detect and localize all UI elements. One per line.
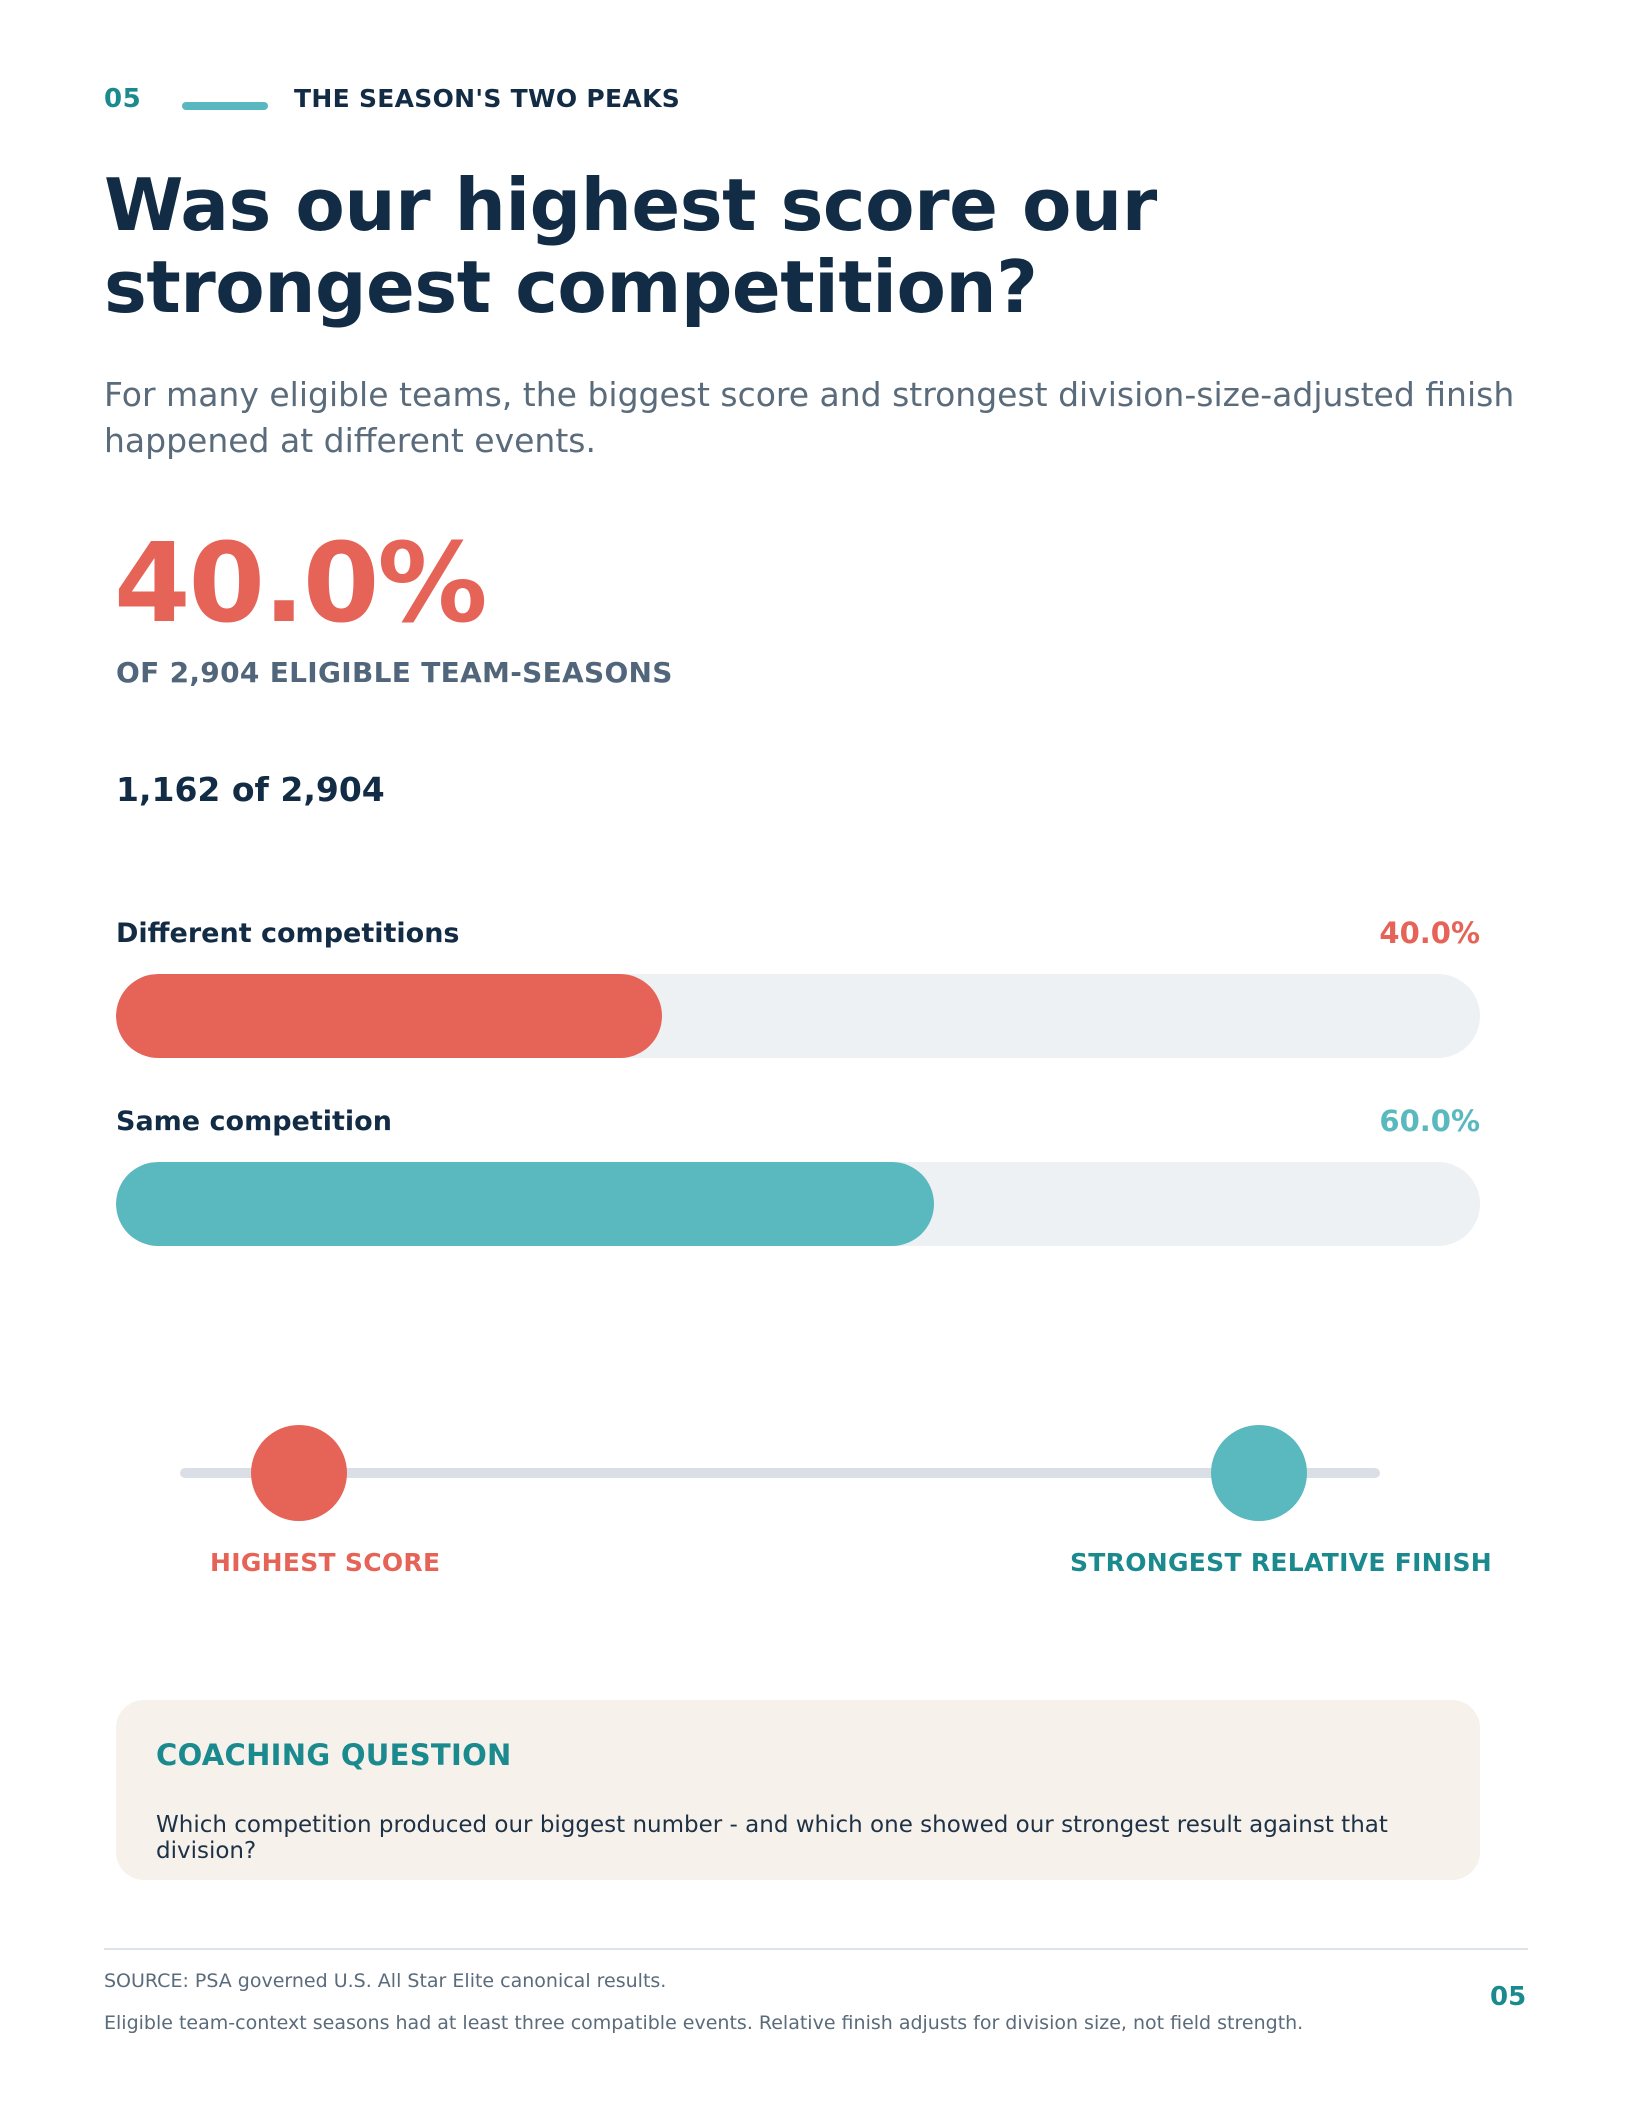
bar-track-same xyxy=(116,1162,1480,1246)
bar-track-different xyxy=(116,974,1480,1058)
page-title: Was our highest score our strongest comp… xyxy=(104,163,1157,329)
bar-label-different: Different competitions xyxy=(116,918,460,949)
page-subtitle: For many eligible teams, the biggest sco… xyxy=(104,375,1515,460)
coaching-title: COACHING QUESTION xyxy=(156,1738,512,1772)
highest-score-label: HIGHEST SCORE xyxy=(210,1548,441,1577)
strongest-finish-dot xyxy=(1211,1425,1307,1521)
page-number: 05 xyxy=(1490,1982,1527,2012)
footer-divider xyxy=(104,1948,1528,1950)
bar-label-same: Same competition xyxy=(116,1106,392,1137)
peaks-connector-line xyxy=(180,1468,1380,1478)
bar-percent-different: 40.0% xyxy=(1379,916,1480,950)
footer-note: Eligible team-context seasons had at lea… xyxy=(104,2012,1304,2034)
stat-caption: OF 2,904 ELIGIBLE TEAM-SEASONS xyxy=(116,656,673,689)
section-number: 05 xyxy=(104,84,142,114)
bar-fill-same xyxy=(116,1162,935,1246)
coaching-card: COACHING QUESTION Which competition prod… xyxy=(116,1700,1480,1880)
section-title: THE SEASON'S TWO PEAKS xyxy=(294,84,681,113)
footer-source: SOURCE: PSA governed U.S. All Star Elite… xyxy=(104,1970,667,1992)
highest-score-dot xyxy=(251,1425,347,1521)
strongest-finish-label: STRONGEST RELATIVE FINISH xyxy=(1070,1548,1493,1577)
bar-percent-same: 60.0% xyxy=(1379,1104,1480,1138)
coaching-question: Which competition produced our biggest n… xyxy=(156,1812,1388,1864)
section-accent-line xyxy=(182,102,268,110)
headline-stat: 40.0% xyxy=(114,519,488,647)
bar-fill-different xyxy=(116,974,662,1058)
stat-count: 1,162 of 2,904 xyxy=(116,770,385,809)
